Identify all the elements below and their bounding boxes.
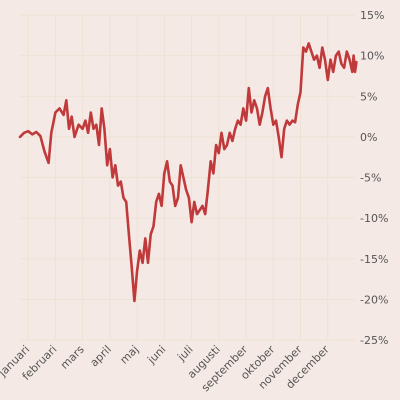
y-axis-tick-labels: 15% 10% 5% 0% -5% -10% -15% -20% -25% (360, 9, 388, 347)
y-tick-label: -20% (360, 293, 388, 306)
y-tick-label: 5% (360, 90, 377, 103)
y-tick-label: -25% (360, 334, 388, 347)
x-tick-label: juli (174, 343, 195, 364)
x-tick-label: maj (118, 343, 142, 367)
series-layer (18, 42, 358, 303)
gridlines (20, 14, 355, 341)
y-tick-label: 10% (360, 50, 384, 63)
y-tick-label: -15% (360, 253, 388, 266)
y-tick-label: -5% (360, 172, 381, 185)
y-tick-label: 0% (360, 131, 377, 144)
y-tick-label: 15% (360, 9, 384, 22)
x-tick-label: april (88, 343, 114, 369)
x-tick-label: mars (58, 343, 87, 372)
x-tick-label: juni (144, 343, 168, 367)
y-tick-label: -10% (360, 212, 388, 225)
series-line (18, 42, 358, 303)
